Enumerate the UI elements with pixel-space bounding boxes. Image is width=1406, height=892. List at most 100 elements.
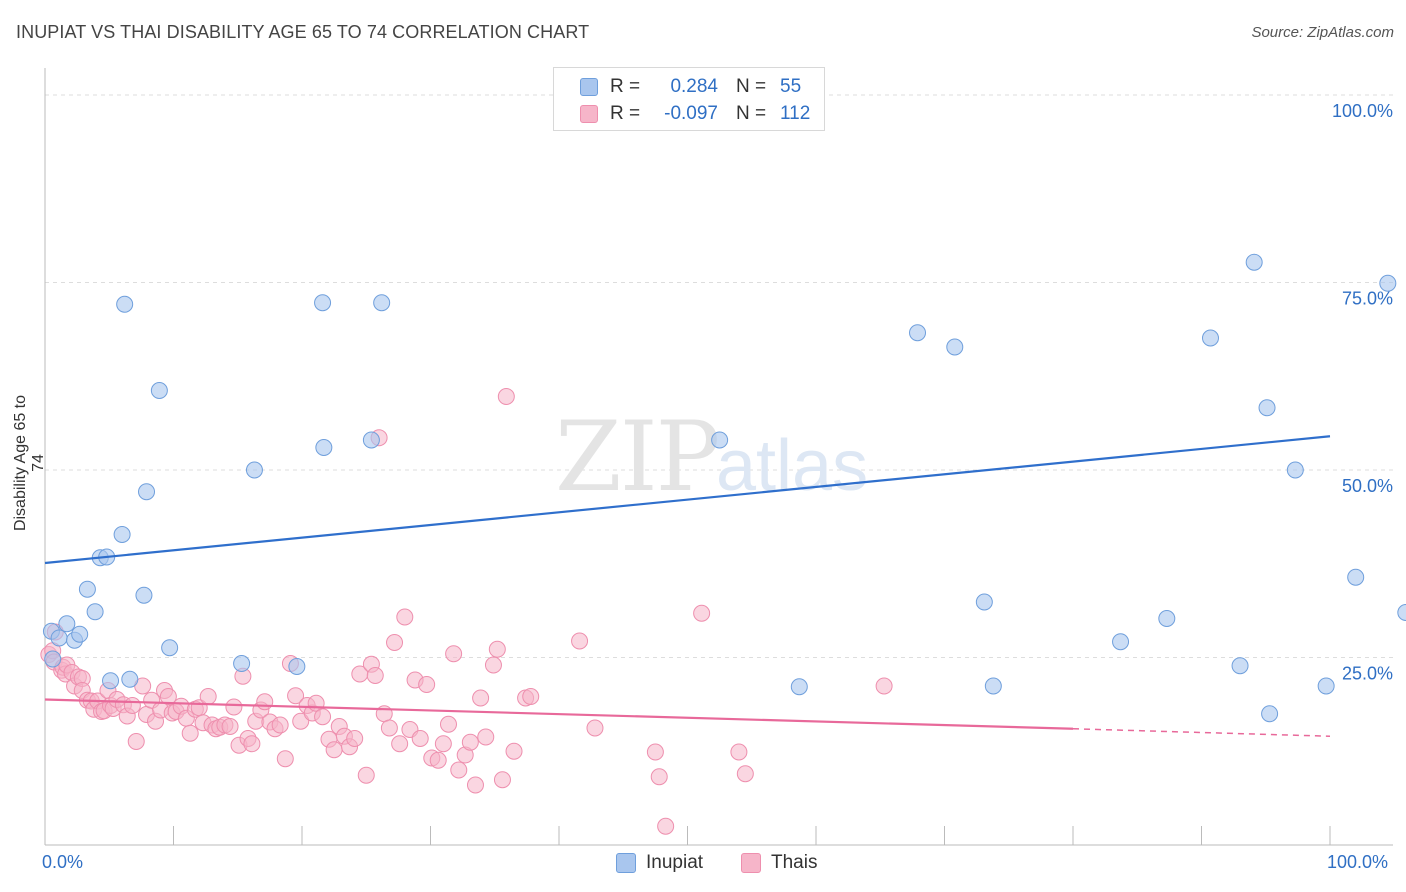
thais-point [181, 724, 199, 742]
bottom-legend-thais: Thais [741, 852, 817, 874]
thais-point [434, 735, 452, 753]
thais-point [657, 817, 675, 835]
inupiat-swatch [580, 78, 598, 96]
inupiat-point [1286, 461, 1304, 479]
inupiat-trend-line [44, 435, 1331, 565]
inupiat-point [116, 295, 134, 313]
thais-point [522, 688, 540, 705]
watermark-zip: ZIP [555, 401, 718, 513]
thais-point [445, 645, 463, 663]
thais-point [271, 716, 289, 734]
inupiat-legend-label: Inupiat [646, 852, 704, 873]
inupiat-point [1158, 610, 1176, 627]
thais-point [586, 719, 604, 737]
thais-point [391, 735, 409, 753]
inupiat-point [78, 580, 96, 598]
inupiat-point [86, 603, 104, 621]
thais-point [366, 667, 384, 684]
thais-point [346, 730, 364, 747]
thais-point [123, 697, 141, 714]
inupiat-point [975, 593, 993, 611]
inupiat-point [1245, 253, 1263, 271]
thais-point [875, 677, 893, 695]
thais-point [276, 750, 294, 768]
inupiat-point [1397, 604, 1406, 621]
inupiat-point [288, 658, 306, 675]
y-tick-label: 100.0% [1332, 101, 1393, 121]
inupiat-point [245, 461, 263, 479]
thais-point [221, 718, 239, 735]
inupiat-point [909, 324, 927, 342]
r-label: R = [610, 103, 641, 124]
source-label: Source: ZipAtlas.com [1251, 24, 1394, 41]
n-label: N = [736, 76, 767, 97]
inupiat-point [233, 655, 251, 672]
thais-point [159, 688, 177, 705]
inupiat-point [71, 625, 89, 643]
inupiat-point [315, 439, 333, 456]
thais-point [411, 730, 429, 747]
inupiat-point [1201, 329, 1219, 347]
bottom-legend-inupiat: Inupiat [616, 852, 703, 874]
inupiat-point [946, 338, 964, 356]
inupiat-point [790, 678, 808, 696]
inupiat-point [373, 294, 391, 312]
thais-point [243, 735, 261, 753]
chart-title: INUPIAT VS THAI DISABILITY AGE 65 TO 74 … [16, 22, 590, 42]
inupiat-legend-swatch [616, 853, 636, 873]
thais-point [225, 698, 243, 716]
inupiat-point [1261, 705, 1279, 723]
thais-point [493, 771, 511, 789]
thais-point [497, 388, 515, 405]
y-tick-label: 25.0% [1342, 664, 1393, 684]
legend-row-thais: R = -0.097 N = 112 [580, 102, 810, 126]
thais-point [736, 765, 754, 783]
inupiat-point [58, 615, 76, 633]
inupiat-point [1258, 399, 1276, 417]
thais-point [199, 688, 217, 705]
thais-legend-label: Thais [771, 852, 818, 873]
thais-point [357, 766, 375, 784]
thais-point [287, 687, 305, 705]
watermark-atlas: atlas [716, 426, 868, 506]
correlation-legend: R = 0.284 N = 55 R = -0.097 N = 112 [553, 67, 825, 131]
thais-point [418, 676, 436, 693]
thais-point [396, 608, 414, 626]
thais-point [466, 776, 484, 794]
thais-point [380, 719, 398, 737]
inupiat-point [314, 294, 332, 312]
thais-point [325, 741, 343, 759]
inupiat-point [102, 672, 120, 690]
inupiat-point [150, 382, 168, 399]
inupiat-point [1231, 657, 1249, 675]
x-axis-max-label: 100.0% [1327, 852, 1389, 872]
inupiat-point [135, 586, 153, 604]
thais-point [646, 743, 664, 761]
inupiat-point [1317, 677, 1335, 695]
inupiat-point [1379, 274, 1397, 292]
n-label: N = [736, 103, 767, 124]
inupiat-point [984, 677, 1002, 695]
thais-point [693, 604, 711, 622]
thais-trend-line [44, 698, 1074, 730]
thais-point [484, 656, 502, 674]
thais-n-value: 112 [780, 103, 811, 124]
y-tick-label: 75.0% [1342, 289, 1393, 309]
thais-point [472, 689, 490, 707]
thais-point [505, 742, 523, 760]
legend-row-inupiat: R = 0.284 N = 55 [580, 75, 801, 99]
inupiat-point [113, 526, 131, 543]
thais-point [127, 733, 145, 750]
inupiat-point [1347, 568, 1365, 586]
inupiat-r-value: 0.284 [670, 76, 718, 97]
inupiat-point [362, 431, 380, 449]
thais-point [450, 761, 468, 779]
thais-legend-swatch [741, 853, 761, 873]
inupiat-n-value: 55 [780, 76, 802, 97]
y-tick-label: 50.0% [1342, 476, 1393, 496]
thais-point [386, 634, 404, 651]
thais-swatch [580, 105, 598, 123]
thais-point [439, 715, 457, 733]
inupiat-point [50, 629, 68, 647]
